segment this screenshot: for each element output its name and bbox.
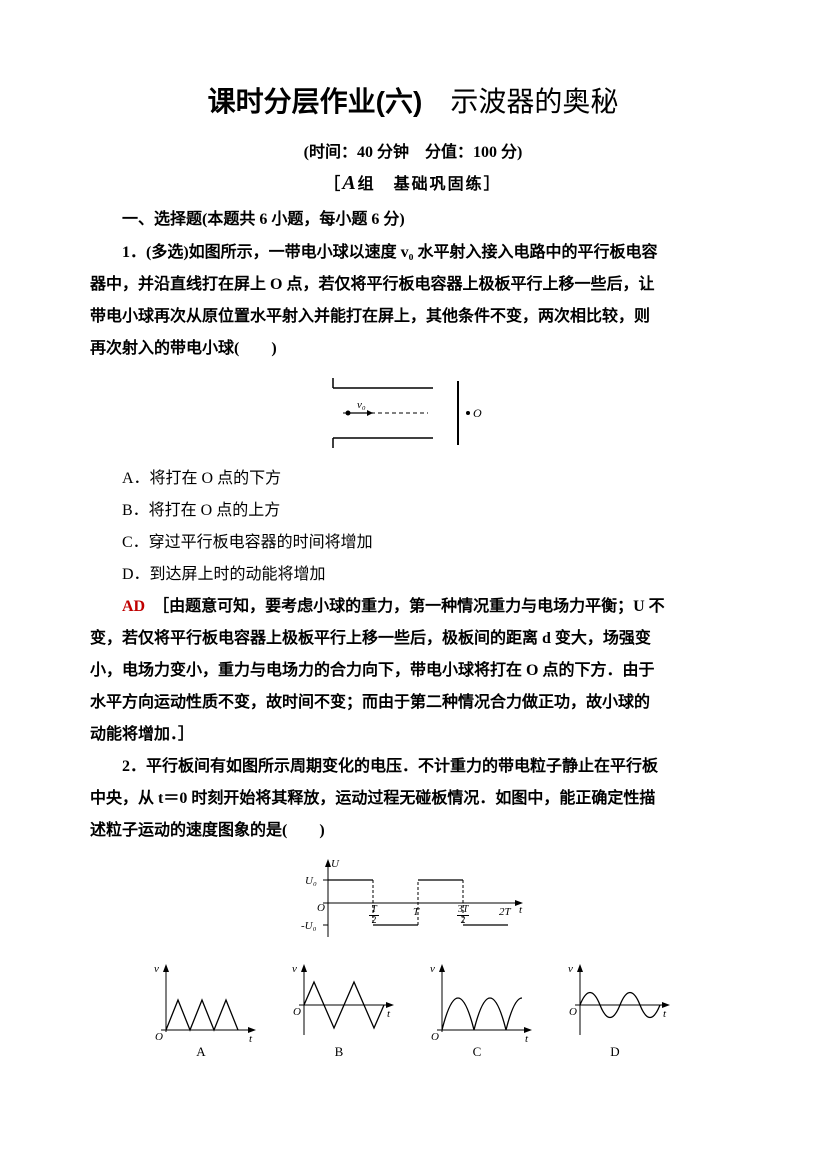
q1-exp3: 小，电场力变小，重力与电场力的合力向下，带电小球将打在 O 点的下方．由于 (90, 655, 736, 687)
option-c-graph: v O t C (427, 960, 537, 1060)
page-title: 课时分层作业(六) 示波器的奥秘 (90, 80, 736, 120)
q2-line1: 2．平行板间有如图所示周期变化的电压．不计重力的带电粒子静止在平行板 (90, 751, 736, 783)
svg-text:O: O (155, 1031, 163, 1043)
svg-text:O: O (569, 1006, 577, 1018)
svg-text:O: O (431, 1031, 439, 1043)
q2-line2: 中央，从 t＝0 时刻开始将其释放，运动过程无碰板情况．如图中，能正确定性描 (90, 783, 736, 815)
svg-text:v: v (292, 963, 297, 975)
tick-2t: 2T (499, 906, 512, 918)
voltage-waveform: U t O U₀ -U₀ T2 T 3T2 2T (293, 855, 533, 950)
q1-opt-c: C．穿过平行板电容器的时间将增加 (90, 527, 736, 559)
q1-exp5: 动能将增加．］ (90, 719, 736, 751)
q1-exp1: ［由题意可知，要考虑小球的重力，第一种情况重力与电场力平衡；U 不 (145, 598, 665, 615)
title-light: 示波器的奥秘 (422, 87, 618, 118)
opt-label-c: C (473, 1044, 482, 1059)
q2-voltage-figure: U t O U₀ -U₀ T2 T 3T2 2T (90, 855, 736, 950)
t-axis: t (519, 904, 523, 916)
q1-line1: 1．(多选)如图所示，一带电小球以速度 v₀ 水平射入接入电路中的平行板电容 (90, 237, 736, 269)
q1-answer: AD (122, 598, 145, 615)
title-bold: 课时分层作业(六) (208, 86, 423, 117)
svg-text:t: t (525, 1033, 529, 1045)
q1-opt-b: B．将打在 O 点的上方 (90, 495, 736, 527)
q1-opt-a: A．将打在 O 点的下方 (90, 463, 736, 495)
option-d-graph: v O t D (565, 960, 675, 1060)
q2-line3: 述粒子运动的速度图象的是( ) (90, 815, 736, 847)
q1-answer-line: AD ［由题意可知，要考虑小球的重力，第一种情况重力与电场力平衡；U 不 (90, 591, 736, 623)
q1-exp4: 水平方向运动性质不变，故时间不变；而由于第二种情况合力做正功，故小球的 (90, 687, 736, 719)
bracket-right: ］ (484, 176, 502, 193)
group-label: ［A组 基础巩固练］ (90, 170, 736, 195)
svg-text:v: v (568, 963, 573, 975)
section-1-head: 一、选择题(本题共 6 小题，每小题 6 分) (90, 205, 736, 229)
option-b-graph: v O t B (289, 960, 399, 1060)
group-text: 组 基础巩固练 (358, 176, 484, 193)
q1-line4: 再次射入的带电小球( ) (90, 333, 736, 365)
capacitor-diagram: v₀ O (313, 373, 513, 453)
opt-label-d: D (610, 1044, 619, 1059)
svg-text:v: v (154, 963, 159, 975)
svg-text:O: O (293, 1006, 301, 1018)
tick-t: T (413, 906, 420, 918)
svg-text:v: v (430, 963, 435, 975)
svg-text:t: t (387, 1008, 391, 1020)
svg-text:t: t (663, 1008, 667, 1020)
v0-label: v₀ (357, 399, 366, 411)
opt-label-b: B (335, 1044, 344, 1059)
opt-label-a: A (196, 1044, 206, 1059)
group-a: A (342, 172, 357, 194)
q1-figure: v₀ O (90, 373, 736, 453)
q2-options-figure-row: v O t A v O t B v O t C (90, 960, 736, 1060)
o-origin: O (317, 902, 325, 914)
q1-exp2: 变，若仅将平行板电容器上极板平行上移一些后，极板间的距离 d 变大，场强变 (90, 623, 736, 655)
bracket-left: ［ (324, 176, 342, 193)
page: 课时分层作业(六) 示波器的奥秘 (时间：40 分钟 分值：100 分) ［A组… (0, 0, 826, 1169)
q1-opt-d: D．到达屏上时的动能将增加 (90, 559, 736, 591)
option-a-graph: v O t A (151, 960, 261, 1060)
u0n: -U₀ (301, 920, 317, 932)
q1-line2: 器中，并沿直线打在屏上 O 点，若仅将平行板电容器上极板平行上移一些后，让 (90, 269, 736, 301)
u-axis: U (331, 858, 340, 870)
svg-text:t: t (249, 1033, 253, 1045)
o-label: O (473, 406, 482, 420)
u0p: U₀ (305, 875, 317, 887)
subtitle: (时间：40 分钟 分值：100 分) (90, 138, 736, 162)
q1-line3: 带电小球再次从原位置水平射入并能打在屏上，其他条件不变，两次相比较，则 (90, 301, 736, 333)
